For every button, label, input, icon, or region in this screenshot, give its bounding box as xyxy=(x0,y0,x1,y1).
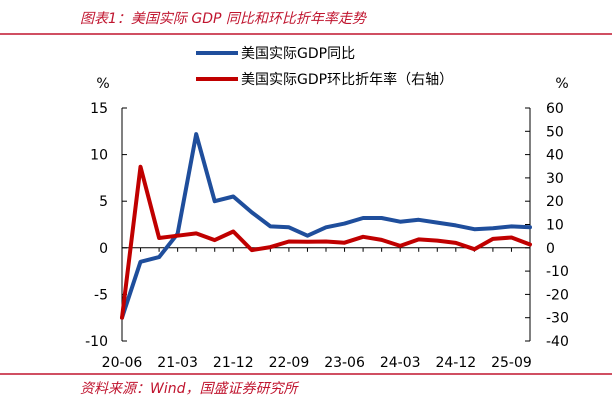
x-tick-label: 20-06 xyxy=(102,355,143,371)
figure-source: 资料来源：Wind，国盛证券研究所 xyxy=(80,381,298,397)
x-tick-label: 24-12 xyxy=(435,355,476,371)
left-tick-label: -10 xyxy=(85,334,108,350)
x-tick-label: 25-09 xyxy=(491,355,532,371)
right-tick-label: -40 xyxy=(546,334,569,350)
tick-labels: 151050-5-106050403020100-10-20-30-4020-0… xyxy=(85,101,569,371)
right-tick-label: 20 xyxy=(546,194,564,210)
right-tick-label: 0 xyxy=(546,241,555,257)
x-tick-label: 21-12 xyxy=(213,355,254,371)
figure-title: 图表1：美国实际 GDP 同比和环比折年率走势 xyxy=(80,11,366,27)
left-axis-unit: % xyxy=(96,76,109,92)
legend: 美国实际GDP同比 美国实际GDP环比折年率（右轴） xyxy=(196,46,453,88)
left-tick-label: 10 xyxy=(90,148,108,164)
right-tick-label: 40 xyxy=(546,148,564,164)
legend-label-qoq: 美国实际GDP环比折年率（右轴） xyxy=(241,71,453,88)
left-tick-label: 0 xyxy=(99,241,108,257)
left-tick-label: 5 xyxy=(99,194,108,210)
right-tick-label: -20 xyxy=(546,287,569,303)
series-line-qoq xyxy=(120,164,532,320)
right-tick-label: 30 xyxy=(546,171,564,187)
x-tick-label: 21-03 xyxy=(157,355,198,371)
x-tick-label: 22-09 xyxy=(269,355,310,371)
left-tick-label: 15 xyxy=(90,101,108,117)
legend-label-yoy: 美国实际GDP同比 xyxy=(241,46,355,62)
x-tick-label: 24-03 xyxy=(380,355,421,371)
right-tick-label: 60 xyxy=(546,101,564,117)
axes xyxy=(121,107,531,342)
right-axis-unit: % xyxy=(555,76,568,92)
right-tick-label: 50 xyxy=(546,124,564,140)
left-tick-label: -5 xyxy=(94,287,108,303)
right-tick-label: -10 xyxy=(546,264,569,280)
right-tick-label: -30 xyxy=(546,311,569,327)
series-lines xyxy=(120,132,532,320)
right-tick-label: 10 xyxy=(546,218,564,234)
series-line-yoy xyxy=(120,132,532,320)
x-tick-label: 23-06 xyxy=(324,355,365,371)
